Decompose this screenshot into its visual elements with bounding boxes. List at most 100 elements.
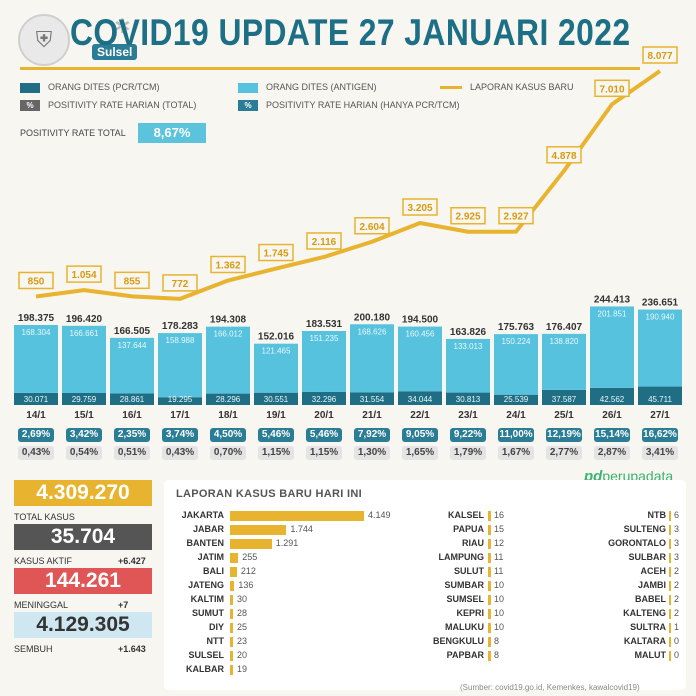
province-value: 0 [674, 650, 680, 660]
total-tested-label: 198.375 [18, 313, 55, 324]
bar-pcr [494, 394, 538, 405]
positivity-total-value: 8,67% [138, 123, 206, 143]
pcr-value-label: 45.711 [648, 395, 672, 404]
pcr-value-label: 28.296 [216, 395, 241, 404]
bar-antigen [446, 338, 490, 393]
province-name: GORONTALO [608, 538, 666, 548]
source-note: (Sumber: covid19.go.id, Kemenkes, kawalc… [460, 683, 640, 692]
positivity-total-pill: 3,41% [642, 446, 678, 460]
province-value: 23 [237, 636, 248, 646]
pcr-value-label: 31.554 [360, 395, 385, 404]
positivity-total-pill: 0,43% [18, 446, 54, 460]
antigen-value-label: 121.465 [262, 347, 291, 356]
province-name: JAMBI [637, 580, 666, 590]
antigen-value-label: 168.304 [22, 328, 51, 337]
province-bar [230, 623, 233, 633]
total-tested-label: 196.420 [66, 314, 103, 325]
province-bar [230, 665, 233, 675]
positivity-total-pill: 1,67% [498, 446, 534, 460]
legend-item: LAPORAN KASUS BARU [440, 82, 574, 92]
bar-pcr [254, 392, 298, 405]
total-tested-label: 166.505 [114, 326, 151, 337]
province-value: 136 [238, 580, 254, 590]
bar-pcr [638, 386, 682, 405]
antigen-value-label: 166.012 [214, 330, 243, 339]
province-value: 2 [674, 580, 680, 590]
province-value: 19 [237, 664, 248, 674]
cases-value-label: 850 [28, 276, 45, 287]
bar-antigen [206, 326, 250, 394]
province-name: MALUT [634, 650, 667, 660]
province-bar [488, 511, 491, 521]
legend-label: LAPORAN KASUS BARU [470, 82, 574, 92]
positivity-total-pill: 2,77% [546, 446, 582, 460]
province-seal-icon: ⛨ [18, 14, 70, 66]
total-tested-label: 176.407 [546, 322, 583, 333]
bar-antigen [62, 325, 106, 394]
pcr-value-label: 32.296 [312, 395, 337, 404]
cases-label-box [498, 206, 534, 225]
stat-value: 4.309.270 [14, 480, 152, 506]
legend-swatch: % [238, 100, 258, 112]
legend-label: ORANG DITES (PCR/TCM) [48, 82, 160, 92]
province-value: 2 [674, 608, 680, 618]
pcr-value-label: 30.813 [456, 395, 481, 404]
pcr-value-label: 34.044 [408, 395, 433, 404]
province-name: NTB [647, 510, 667, 520]
province-name: SULSEL [188, 650, 224, 660]
province-bar [230, 651, 233, 661]
province-name: LAMPUNG [438, 552, 485, 562]
positivity-pcr-pill: 12,19% [546, 428, 582, 442]
province-value: 1 [674, 622, 680, 632]
positivity-pcr-pill: 5,46% [306, 428, 342, 442]
legend-item: ORANG DITES (ANTIGEN) [238, 82, 377, 93]
pcr-value-label: 25.539 [504, 395, 529, 404]
province-name: SUMUT [192, 608, 224, 618]
cases-value-label: 2.927 [503, 212, 528, 223]
province-bar [230, 637, 233, 647]
positivity-total-pill: 1,79% [450, 446, 486, 460]
province-name: JATIM [197, 552, 224, 562]
x-tick-label: 22/1 [410, 410, 430, 421]
stat-value: 35.704 [14, 524, 152, 550]
province-bar [230, 511, 364, 521]
positivity-pcr-pill: 9,22% [450, 428, 486, 442]
province-bar [230, 567, 237, 577]
bar-antigen [542, 333, 586, 390]
province-bar [230, 609, 233, 619]
province-name: KALTIM [190, 594, 224, 604]
province-name: BALI [203, 566, 224, 576]
province-value: 2 [674, 566, 680, 576]
bar-antigen [638, 309, 682, 387]
cases-label-box [258, 243, 294, 262]
positivity-pcr-pill: 2,69% [18, 428, 54, 442]
province-name: SUMBAR [444, 580, 485, 590]
province-bar [669, 525, 671, 535]
province-name: SULTRA [630, 622, 666, 632]
positivity-pcr-pill: 11,00% [498, 428, 534, 442]
bar-antigen [14, 325, 58, 393]
province-name: KALTARA [623, 636, 666, 646]
province-bar [230, 539, 272, 549]
bar-antigen [350, 324, 394, 393]
antigen-value-label: 201.851 [598, 309, 627, 318]
province-value: 8 [494, 636, 500, 646]
pcr-value-label: 30.071 [24, 395, 49, 404]
province-bar [669, 637, 671, 647]
decorative-star-icon: ✲ [114, 16, 131, 38]
province-bar [669, 609, 671, 619]
positivity-pcr-pill: 7,92% [354, 428, 390, 442]
province-value: 10 [494, 608, 505, 618]
cases-line [35, 69, 662, 301]
positivity-pcr-pill: 3,74% [162, 428, 198, 442]
positivity-pcr-pill: 4,50% [210, 428, 246, 442]
province-name: JAKARTA [181, 510, 224, 520]
province-value: 10 [494, 580, 505, 590]
bar-antigen [254, 343, 298, 393]
cases-label-box [546, 146, 582, 164]
x-tick-label: 25/1 [554, 410, 574, 421]
province-value: 11 [494, 566, 504, 576]
cases-value-label: 772 [172, 279, 189, 290]
bar-antigen [494, 334, 538, 395]
stat-label: TOTAL KASUS [14, 512, 75, 522]
